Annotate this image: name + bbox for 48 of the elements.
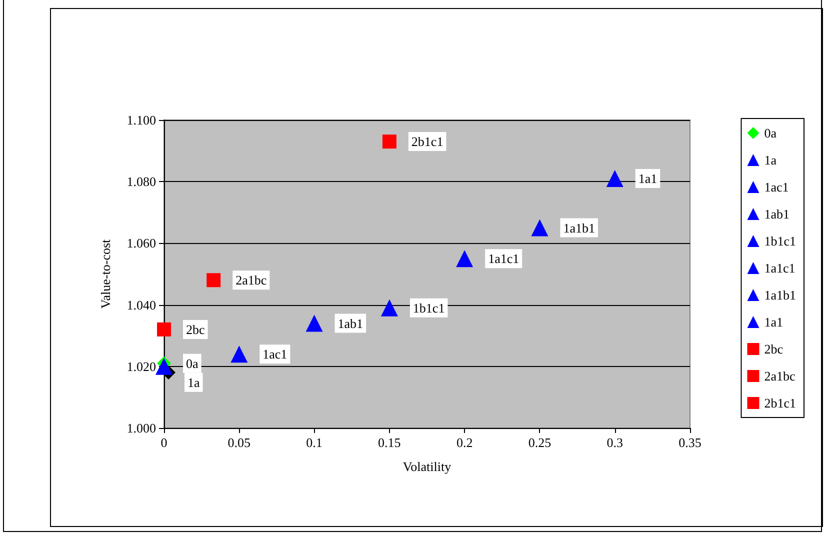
- text: 1b1c1: [412, 300, 445, 316]
- legend-label: 1a1b1: [764, 288, 796, 302]
- y-tick-label: 1.060: [126, 236, 156, 251]
- legend-label: 0a: [764, 126, 777, 140]
- x-axis-title: Volatility: [402, 459, 452, 474]
- x-tick-label: 0.25: [528, 435, 552, 450]
- y-tick-label: 1.020: [126, 358, 156, 374]
- point: [531, 219, 548, 236]
- text: 1a1b1: [563, 220, 595, 236]
- legend-label: 2bc: [764, 342, 784, 356]
- legend-label: 2a1bc: [764, 368, 796, 384]
- x-tick-label: 0.05: [228, 435, 251, 450]
- legend-label: 1a1c1: [764, 260, 796, 276]
- text: 1ab1: [338, 316, 364, 331]
- text: 2b1c1: [411, 134, 444, 150]
- x-tick-label: 0.15: [378, 435, 401, 450]
- x-tick-label: 0: [160, 435, 168, 450]
- point: [456, 250, 474, 268]
- text: 1a1: [638, 171, 658, 186]
- legend-label: 1ab1: [764, 206, 790, 222]
- text: 1a: [188, 374, 200, 390]
- text: 0a: [186, 356, 198, 371]
- legend-label: 1ac1: [764, 180, 789, 194]
- y-tick-label: 1.080: [126, 174, 156, 190]
- x-tick-label: 0.1: [306, 435, 322, 450]
- legend-label: 1a: [764, 152, 777, 168]
- x-tick-label: 0.35: [678, 435, 702, 450]
- point: [230, 346, 248, 363]
- legend-label: 2b1c1: [764, 396, 796, 410]
- point: [157, 322, 171, 336]
- point: [380, 299, 398, 316]
- y-tick-label: 1.000: [126, 420, 156, 436]
- x-tick-label: 0.3: [606, 435, 623, 450]
- point: [606, 170, 624, 188]
- text: 1ac1: [262, 346, 288, 362]
- y-axis-title: Value-to-cost: [98, 238, 113, 309]
- y-tick-label: 1.100: [126, 112, 156, 128]
- legend-label: 1a1: [764, 314, 784, 330]
- text: 1a1c1: [488, 251, 520, 266]
- text: 2a1bc: [236, 272, 267, 288]
- point: [156, 358, 172, 375]
- y-tick-label: 1.040: [126, 297, 156, 312]
- point: [306, 314, 323, 332]
- point: [382, 134, 396, 149]
- text: 2bc: [186, 322, 205, 337]
- legend-label: 1b1c1: [764, 234, 796, 248]
- point: [206, 273, 221, 288]
- x-tick-label: 0.2: [456, 435, 473, 450]
